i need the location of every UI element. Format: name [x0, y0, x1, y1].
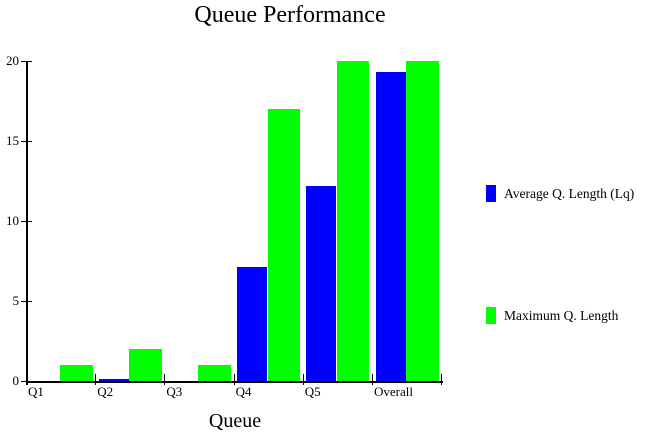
y-axis-line — [26, 61, 28, 385]
y-tick — [21, 140, 32, 142]
legend-label-maximum: Maximum Q. Length — [504, 308, 619, 323]
bar-maximum-q4 — [267, 109, 301, 381]
y-tick — [21, 60, 32, 62]
y-tick — [21, 300, 32, 302]
bar-maximum-q5 — [336, 61, 370, 381]
bar-average-q4 — [237, 267, 268, 381]
legend-entry-maximum: Maximum Q. Length — [486, 307, 618, 324]
x-tick-label-q2: Q2 — [97, 384, 114, 399]
legend-entry-average: Average Q. Length (Lq) — [486, 185, 634, 202]
x-tick-label-overall: Overall — [374, 384, 413, 399]
x-tick — [441, 374, 443, 385]
x-tick-label-q1: Q1 — [28, 384, 44, 399]
y-tick — [21, 220, 32, 222]
x-axis-label: Queue — [208, 410, 262, 432]
y-tick-label-20: 20 — [6, 53, 19, 68]
x-tick — [164, 374, 166, 385]
x-tick — [26, 374, 27, 385]
y-tick-label-0: 0 — [12, 373, 20, 388]
x-tick-label-q3: Q3 — [166, 384, 183, 399]
chart-title: Queue Performance — [194, 2, 386, 28]
bar-average-overall — [375, 72, 406, 381]
y-tick-label-15: 15 — [6, 133, 19, 148]
bar-maximum-q1 — [60, 365, 93, 381]
x-tick-label-q4: Q4 — [235, 384, 252, 399]
bar-maximum-overall — [406, 61, 439, 381]
y-tick-label-5: 5 — [12, 293, 20, 308]
x-tick-label-q5: Q5 — [304, 384, 321, 399]
bar-average-q5 — [306, 186, 337, 381]
x-tick — [302, 374, 304, 385]
bar-average-q2 — [98, 379, 129, 381]
legend-swatch-average-icon — [486, 185, 496, 202]
bar-maximum-q3 — [198, 365, 231, 381]
x-tick — [372, 374, 373, 385]
legend-swatch-maximum-icon — [486, 307, 496, 324]
bar-maximum-q2 — [129, 349, 162, 381]
x-tick — [233, 374, 235, 385]
legend-label-average: Average Q. Length (Lq) — [504, 186, 635, 201]
x-tick — [95, 374, 97, 385]
y-tick-label-10: 10 — [6, 213, 19, 228]
